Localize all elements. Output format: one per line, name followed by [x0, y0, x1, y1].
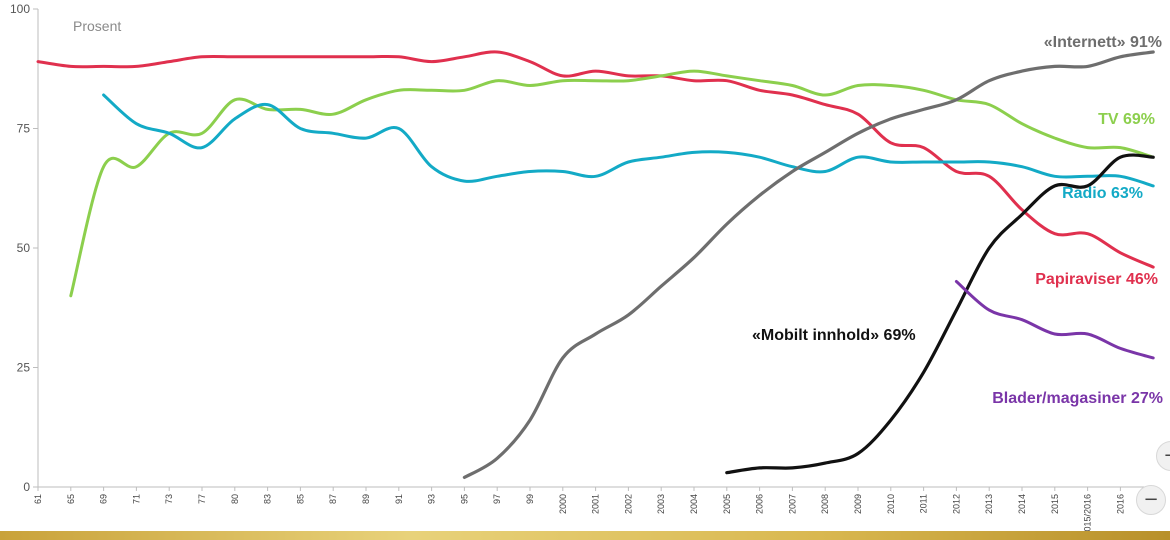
bottom-decorative-band [0, 531, 1170, 540]
x-tick-label: 2009 [853, 494, 863, 514]
x-tick-label: 2008 [820, 494, 830, 514]
series-labels: Papiraviser 46% TV 69% Radio 63% «Internett… [752, 34, 1163, 407]
x-axis: 61 65 69 71 73 77 80 83 85 87 89 91 93 95 97 99 2000 2001… [33, 486, 1158, 537]
x-tick-label: 2016 [1115, 494, 1125, 514]
series-line-radio [102, 93, 1155, 188]
x-tick-label: 95 [459, 494, 469, 504]
y-tick-label: 100 [10, 2, 30, 16]
series-line-blader-magasiner [954, 280, 1155, 360]
y-tick-label: 75 [17, 122, 31, 136]
y-tick-label: 0 [23, 480, 30, 494]
series-label-internett: «Internett» 91% [1044, 34, 1162, 51]
x-tick-label: 2007 [787, 494, 797, 514]
x-tick-label: 2003 [656, 494, 666, 514]
series-label-mobilt-innhold: «Mobilt innhold» 69% [752, 327, 916, 344]
x-tick-label: 73 [164, 494, 174, 504]
series-label-tv: TV 69% [1098, 111, 1155, 128]
series-label-papiraviser: Papiraviser 46% [1035, 271, 1158, 288]
x-tick-label: 65 [66, 494, 76, 504]
x-tick-label: 2012 [951, 494, 961, 514]
x-tick-label: 2005 [722, 494, 732, 514]
x-tick-label: 71 [131, 494, 141, 504]
series-label-radio: Radio 63% [1062, 185, 1143, 202]
x-tick-label: 85 [295, 494, 305, 504]
y-tick-label: 25 [17, 361, 31, 375]
x-tick-label: 89 [361, 494, 371, 504]
x-tick-label: 61 [33, 494, 43, 504]
x-tick-label: 2006 [755, 494, 765, 514]
x-tick-label: 2013 [984, 494, 994, 514]
x-tick-label: 69 [99, 494, 109, 504]
series-line-papiraviser [36, 50, 1155, 269]
x-tick-label: 2010 [886, 494, 896, 514]
unit-label: Prosent [73, 18, 121, 34]
x-tick-label: 93 [427, 494, 437, 504]
x-tick-label: 97 [492, 494, 502, 504]
series-line-mobilt-innhold [725, 153, 1155, 475]
x-tick-label: 99 [525, 494, 535, 504]
x-tick-label: 2011 [919, 494, 929, 513]
x-tick-label: 2014 [1017, 494, 1027, 514]
series-line-internett [462, 50, 1155, 479]
x-tick-label: 2004 [689, 494, 699, 514]
series-lines [36, 50, 1155, 479]
x-tick-label: 2001 [591, 494, 601, 514]
y-axis: 0 25 50 75 100 [10, 2, 39, 494]
y-tick-label: 50 [17, 241, 31, 255]
x-tick-label: 2002 [623, 494, 633, 514]
x-tick-label: 80 [230, 494, 240, 504]
x-tick-label: 83 [263, 494, 273, 504]
x-tick-label: 2015/2016 [1083, 494, 1093, 537]
zoom-out-button[interactable]: − [1136, 485, 1166, 515]
x-tick-label: 2000 [558, 494, 568, 514]
x-tick-label: 77 [197, 494, 207, 504]
x-tick-label: 87 [328, 494, 338, 504]
series-line-tv [69, 69, 1155, 298]
series-label-blader-magasiner: Blader/magasiner 27% [992, 390, 1163, 407]
x-tick-label: 2015 [1050, 494, 1060, 514]
x-tick-label: 91 [394, 494, 404, 504]
